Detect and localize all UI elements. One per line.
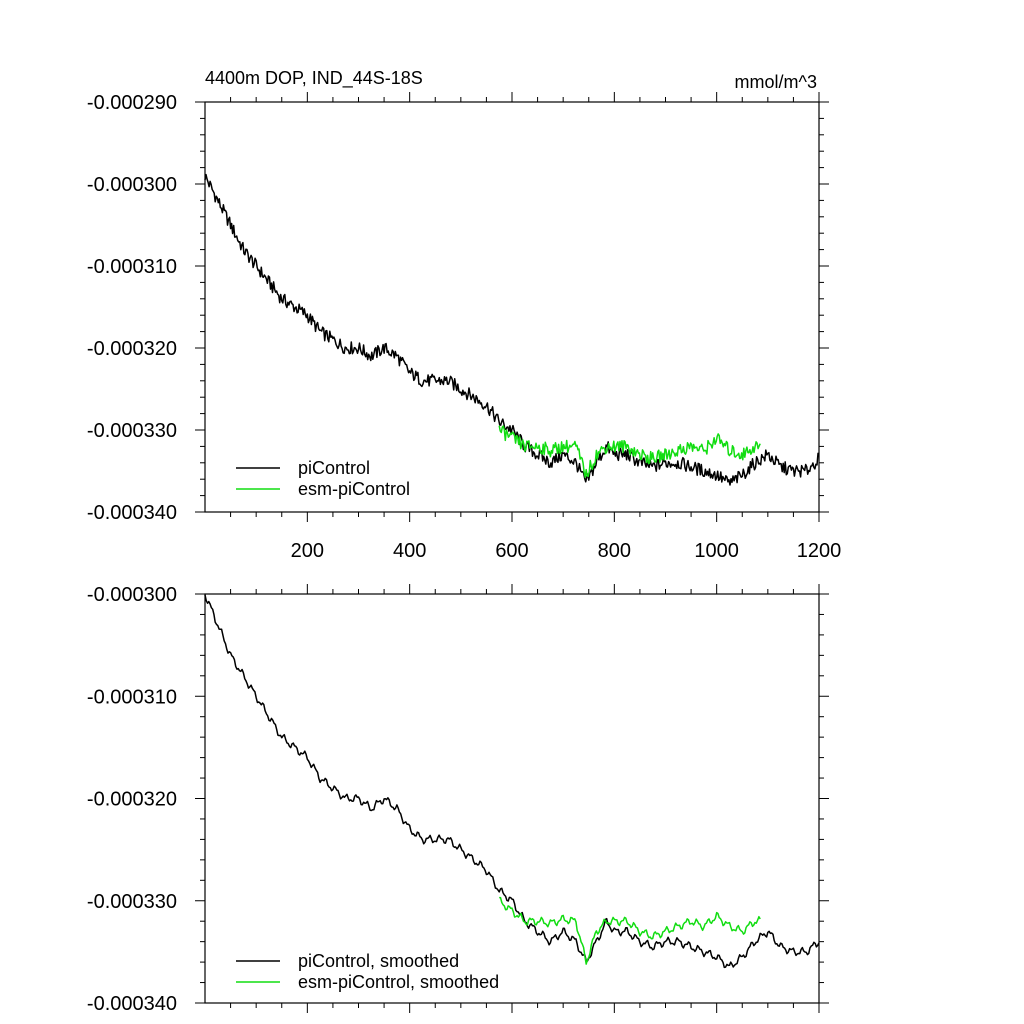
legend-label: piControl xyxy=(298,458,370,478)
plot-frame xyxy=(204,593,820,1004)
y-tick-label: -0.000330 xyxy=(87,891,177,913)
y-tick-label: -0.000320 xyxy=(87,789,177,811)
bottom-chart-panel: -0.000340 -0.000330 -0.000320 -0.000310 -0.0… xyxy=(87,584,829,1015)
x-tick-label: 600 xyxy=(495,540,528,562)
chart-title: 4400m DOP, IND_44S-18S xyxy=(205,68,423,89)
y-tick-label: -0.000330 xyxy=(87,420,177,442)
y-tick-label: -0.000340 xyxy=(87,993,177,1015)
x-tick-label: 200 xyxy=(291,540,324,562)
series-line-picontrol xyxy=(204,173,820,486)
y-tick-label: -0.000300 xyxy=(87,174,177,196)
series-line-picontrol-smoothed xyxy=(204,594,820,969)
x-tick-label: 1000 xyxy=(694,540,739,562)
y-tick-label: -0.000290 xyxy=(87,92,177,114)
y-tick-label: -0.000310 xyxy=(87,256,177,278)
y-tick-label: -0.000300 xyxy=(87,584,177,606)
units-label: mmol/m^3 xyxy=(735,72,817,92)
legend-label: piControl, smoothed xyxy=(298,951,459,971)
series-line-esm-picontrol-smoothed xyxy=(499,896,761,965)
x-tick-label: 800 xyxy=(598,540,631,562)
y-tick-label: -0.000320 xyxy=(87,338,177,360)
series-line-esm-picontrol xyxy=(498,425,761,478)
plot-frame xyxy=(204,101,820,513)
top-chart-panel: 4400m DOP, IND_44S-18S mmol/m^3 200 400 600 8… xyxy=(87,68,841,562)
legend-label: esm-piControl xyxy=(298,479,410,499)
x-tick-label: 1200 xyxy=(797,540,842,562)
legend-label: esm-piControl, smoothed xyxy=(298,972,499,992)
y-tick-label: -0.000310 xyxy=(87,686,177,708)
y-tick-label: -0.000340 xyxy=(87,502,177,524)
x-tick-label: 400 xyxy=(393,540,426,562)
